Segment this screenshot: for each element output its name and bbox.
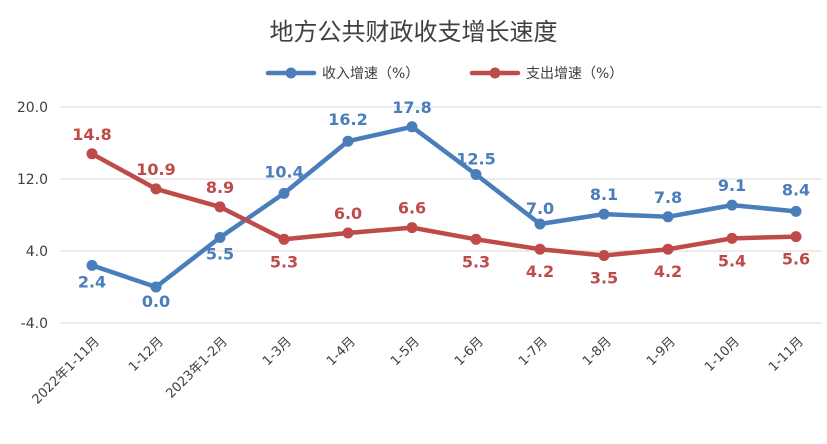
data-label: 14.8 [72, 125, 111, 144]
data-label: 4.2 [654, 262, 682, 281]
data-label: 3.5 [590, 269, 618, 288]
data-label: 10.4 [264, 162, 303, 181]
data-label: 7.8 [654, 188, 682, 207]
chart-title: 地方公共财政收支增长速度 [269, 18, 558, 46]
y-tick-label: 20.0 [17, 100, 48, 116]
data-point [598, 250, 610, 261]
data-label: 12.5 [456, 150, 495, 169]
data-label: 5.6 [782, 250, 810, 269]
data-point [406, 121, 418, 133]
data-label: 16.2 [328, 110, 367, 129]
data-label: 9.1 [718, 176, 746, 195]
data-label: 5.5 [206, 245, 234, 264]
data-point [214, 232, 226, 243]
data-point [534, 218, 546, 230]
data-point [150, 281, 162, 293]
data-label: 5.3 [462, 252, 490, 271]
data-point [342, 227, 354, 239]
series-line [89, 124, 799, 290]
x-tick-label: 1-11月 [766, 334, 807, 375]
legend-marker [489, 67, 501, 79]
legend-label: 支出增速（%） [526, 66, 623, 82]
x-tick-label: 1-7月 [516, 334, 551, 369]
series-line [89, 151, 799, 258]
data-point [278, 233, 290, 245]
data-point [662, 243, 674, 255]
data-label: 6.6 [398, 199, 426, 218]
x-tick-label: 2023年1-2月 [163, 334, 230, 401]
x-tick-label: 1-12月 [126, 334, 167, 375]
data-point [470, 233, 482, 245]
data-point [470, 169, 482, 180]
data-label: 6.0 [334, 204, 362, 223]
legend-label: 收入增速（%） [322, 66, 419, 82]
x-tick-label: 1-3月 [260, 334, 295, 369]
data-point [214, 201, 226, 213]
data-point [726, 232, 738, 244]
data-point [86, 259, 98, 271]
data-point [150, 183, 162, 195]
data-point [278, 187, 290, 199]
data-point [598, 208, 610, 220]
x-tick-label: 1-10月 [702, 334, 743, 375]
data-label: 8.4 [782, 180, 810, 199]
y-tick-label: 12.0 [17, 172, 48, 188]
x-tick-label: 1-5月 [388, 334, 423, 369]
data-point [342, 135, 354, 147]
data-point [726, 199, 738, 211]
data-label: 4.2 [526, 262, 554, 281]
data-point [662, 211, 674, 223]
data-point [790, 231, 802, 243]
y-tick-label: -4.0 [21, 316, 48, 332]
data-label: 8.1 [590, 185, 618, 204]
data-label: 10.9 [136, 160, 175, 179]
data-label: 2.4 [78, 272, 106, 291]
data-label: 0.0 [142, 292, 170, 311]
y-tick-label: 4.0 [26, 244, 48, 260]
data-label: 17.8 [392, 98, 431, 117]
x-tick-label: 1-9月 [644, 334, 679, 369]
x-tick-label: 1-8月 [580, 334, 615, 369]
legend-marker [285, 67, 297, 79]
data-label: 8.9 [206, 178, 234, 197]
x-tick-label: 2022年1-11月 [30, 334, 103, 407]
data-label: 7.0 [526, 199, 554, 218]
data-point [534, 243, 546, 255]
x-tick-label: 1-6月 [452, 334, 487, 369]
data-label: 5.3 [270, 252, 298, 271]
data-point [790, 205, 802, 217]
data-label: 5.4 [718, 251, 746, 270]
data-point [406, 222, 418, 234]
data-point [86, 148, 98, 160]
x-tick-label: 1-4月 [324, 334, 359, 369]
